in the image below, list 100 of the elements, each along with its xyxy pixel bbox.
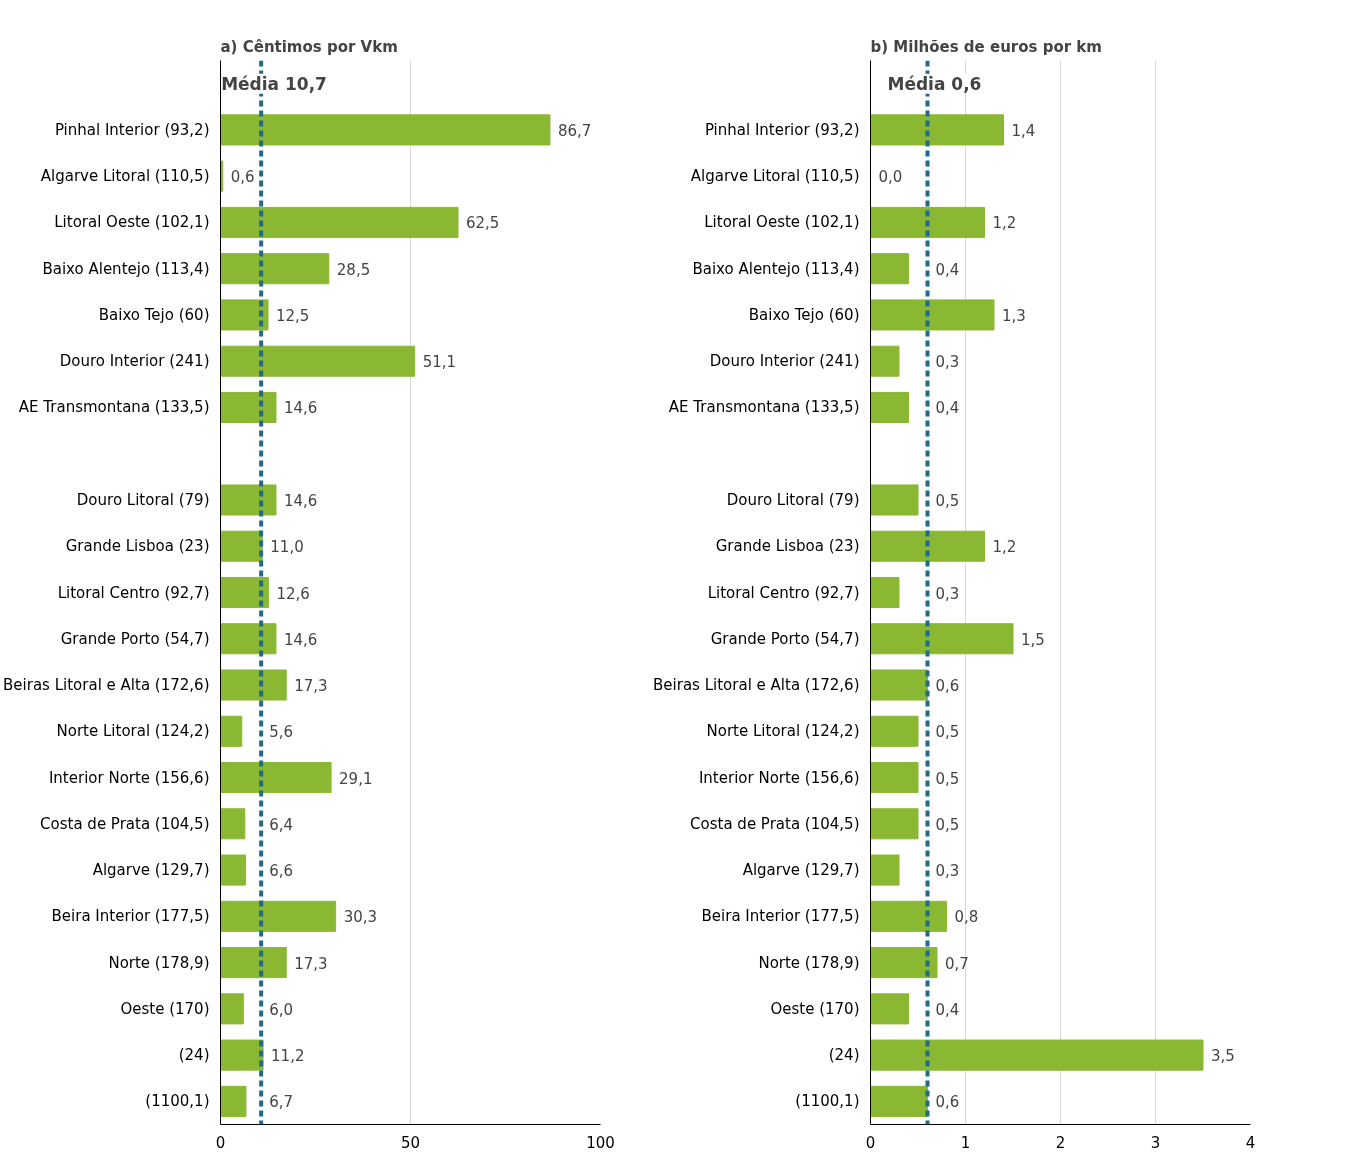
y-tick-label: AE Transmontana (133,5) [668, 398, 860, 417]
data-label: 86,7 [557, 121, 592, 140]
data-label: 0,6 [935, 677, 960, 696]
ref-line-label: Média 10,7 [221, 73, 327, 94]
y-tick-label: Algarve Litoral (110,5) [690, 167, 860, 186]
x-tick-label: 0 [865, 1133, 876, 1152]
data-label: 3,5 [1211, 1047, 1235, 1066]
data-label: 0,5 [935, 723, 960, 742]
y-tick-label: Costa de Prata (104,5) [690, 814, 860, 833]
bar [220, 484, 277, 516]
data-label: 1,3 [1002, 306, 1026, 325]
data-label: 1,2 [992, 538, 1017, 557]
y-tick-label: Costa de Prata (104,5) [40, 814, 210, 833]
x-tick-label: 1 [960, 1133, 971, 1152]
data-label: 62,5 [466, 214, 500, 233]
data-label: 6,6 [269, 862, 294, 881]
data-label: 6,7 [269, 1093, 294, 1112]
bar [870, 345, 900, 377]
bar [220, 715, 243, 747]
bar [870, 762, 919, 794]
data-label: 1,4 [1011, 121, 1036, 140]
data-label: 0,0 [878, 168, 903, 187]
data-label: 51,1 [422, 353, 457, 372]
bar [220, 1039, 264, 1071]
data-label: 12,6 [276, 584, 310, 603]
bar [220, 1085, 247, 1117]
data-label: 14,6 [283, 399, 318, 418]
y-tick-label: Douro Interior (241) [59, 352, 210, 371]
data-label: 0,8 [954, 908, 979, 927]
y-tick-label: Norte (178,9) [108, 953, 210, 972]
x-tick-label: 4 [1245, 1133, 1256, 1152]
y-tick-label: (1100,1) [795, 1092, 860, 1111]
y-tick-label: Beiras Litoral e Alta (172,6) [653, 676, 860, 695]
y-tick-label: Oeste (170) [770, 999, 860, 1018]
y-tick-label: Grande Lisboa (23) [715, 537, 860, 556]
data-label: 0,5 [935, 491, 960, 510]
bar [220, 947, 287, 979]
bar [870, 391, 909, 423]
data-label: 1,2 [992, 214, 1017, 233]
y-tick-label: Beira Interior (177,5) [51, 907, 210, 926]
y-tick-label: Litoral Centro (92,7) [57, 583, 210, 602]
y-tick-label: Douro Litoral (79) [76, 490, 210, 509]
bar [220, 900, 337, 932]
data-label: 0,4 [935, 260, 960, 279]
data-label: 0,6 [935, 1093, 960, 1112]
bar [870, 530, 985, 562]
data-label: 12,5 [276, 306, 310, 325]
y-tick-label: Interior Norte (156,6) [48, 768, 210, 787]
y-tick-label: Baixo Tejo (60) [98, 305, 210, 324]
y-tick-label: Oeste (170) [120, 999, 210, 1018]
data-label: 0,6 [230, 168, 255, 187]
y-tick-label: Algarve (129,7) [92, 861, 210, 880]
y-tick-label: Douro Litoral (79) [726, 490, 860, 509]
bar [220, 854, 247, 886]
data-label: 17,3 [294, 677, 328, 696]
bar [870, 1085, 928, 1117]
data-label: 0,7 [945, 954, 969, 973]
y-tick-label: (1100,1) [145, 1092, 210, 1111]
data-label: 11,0 [270, 538, 304, 557]
bar [870, 715, 919, 747]
data-label: 0,3 [935, 584, 960, 603]
data-label: 6,0 [269, 1000, 294, 1019]
bar [220, 576, 269, 609]
x-tick-label: 3 [1150, 1133, 1161, 1152]
y-tick-label: Baixo Alentejo (113,4) [692, 259, 860, 278]
data-label: 17,3 [294, 954, 328, 973]
bar [870, 253, 909, 285]
y-tick-label: Douro Interior (241) [709, 352, 860, 371]
y-tick-label: AE Transmontana (133,5) [18, 398, 210, 417]
bar [870, 993, 909, 1025]
y-tick-label: Grande Porto (54,7) [60, 629, 210, 648]
bar [220, 808, 246, 840]
y-tick-label: Pinhal Interior (93,2) [54, 120, 210, 139]
data-label: 30,3 [343, 908, 378, 927]
bar [220, 623, 277, 655]
bar [220, 762, 332, 794]
y-tick-label: Norte Litoral (124,2) [706, 722, 860, 741]
data-label: 0,4 [935, 399, 960, 418]
y-tick-label: Litoral Oeste (102,1) [54, 213, 210, 232]
bar [220, 253, 330, 285]
bar [870, 1039, 1204, 1071]
bar [870, 623, 1014, 655]
data-label: 6,4 [269, 815, 294, 834]
data-label: 28,5 [336, 260, 371, 279]
data-label: 14,6 [283, 491, 318, 510]
x-tick-label: 50 [400, 1133, 421, 1152]
chart-title: a) Cêntimos por Vkm [220, 37, 398, 56]
data-label: 0,5 [935, 815, 960, 834]
y-tick-label: Grande Porto (54,7) [710, 629, 860, 648]
chart-title: b) Milhões de euros por km [870, 37, 1102, 56]
bar [220, 114, 551, 146]
x-tick-label: 2 [1055, 1133, 1066, 1152]
y-tick-label: Norte Litoral (124,2) [56, 722, 210, 741]
bar [870, 808, 919, 840]
bar [220, 345, 416, 377]
x-tick-label: 0 [215, 1133, 226, 1152]
bar [870, 299, 995, 331]
bar [220, 993, 244, 1025]
bar [870, 114, 1004, 146]
y-tick-label: Beira Interior (177,5) [701, 907, 860, 926]
